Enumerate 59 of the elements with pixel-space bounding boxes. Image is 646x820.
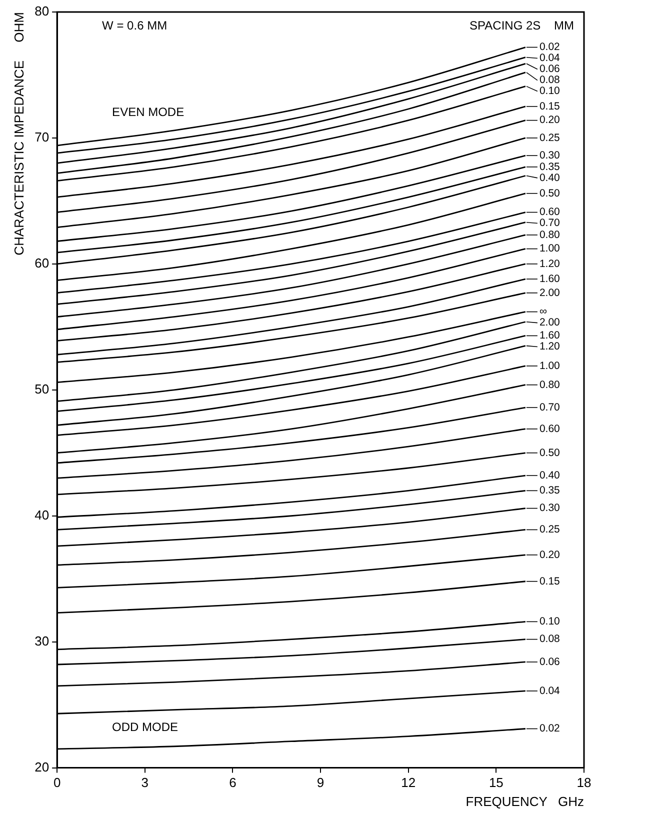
legend-label: 1.60 — [539, 272, 560, 285]
x-tick-label: 12 — [401, 775, 416, 790]
legend-label: 0.02 — [539, 41, 560, 54]
legend-label: 0.25 — [539, 524, 560, 536]
legend-label: 0.60 — [539, 206, 560, 218]
x-tick-label: 6 — [229, 775, 236, 790]
y-tick-label: 20 — [34, 759, 50, 774]
x-tick-label: 9 — [316, 775, 324, 790]
legend-label: 2.00 — [539, 316, 560, 329]
y-tick-label: 80 — [34, 4, 50, 19]
x-tick-label: 18 — [576, 775, 592, 790]
legend-label: 0.70 — [539, 217, 560, 230]
legend-label: 1.00 — [539, 360, 560, 372]
legend-label: 0.30 — [539, 502, 560, 514]
legend-label: 0.06 — [539, 656, 560, 668]
annotation: EVEN MODE — [112, 105, 184, 120]
legend-label: 0.80 — [539, 378, 560, 391]
legend-label: 0.15 — [539, 100, 560, 112]
legend-label: 0.04 — [539, 52, 560, 64]
legend-label: 1.60 — [539, 330, 560, 342]
annotation: W = 0.6 MM — [102, 18, 168, 32]
legend-label: 0.60 — [539, 422, 560, 435]
legend-label: 1.00 — [539, 242, 560, 255]
y-tick-label: 40 — [34, 507, 50, 522]
legend-label: 0.15 — [539, 575, 560, 588]
y-tick-label: 70 — [34, 130, 50, 145]
legend-label: 0.06 — [539, 63, 560, 76]
legend-label: ∞ — [539, 306, 548, 318]
y-tick-label: 30 — [34, 633, 50, 648]
legend-label: 0.35 — [539, 160, 560, 173]
legend-label: 0.35 — [539, 484, 560, 497]
legend-label: 0.50 — [539, 187, 560, 200]
x-tick-label: 3 — [141, 775, 148, 790]
y-tick-label: 60 — [34, 256, 50, 271]
legend-label: 0.20 — [539, 548, 560, 561]
legend-label: 2.00 — [539, 286, 560, 299]
legend-label: 0.25 — [539, 132, 560, 144]
x-tick-label: 15 — [488, 775, 504, 790]
legend-label: 0.50 — [539, 446, 560, 459]
legend-label: 0.04 — [539, 684, 560, 697]
legend-label: 0.80 — [539, 228, 560, 241]
legend-label: 0.70 — [539, 401, 560, 414]
y-tick-label: 50 — [34, 381, 50, 396]
legend-label: 0.20 — [539, 114, 560, 126]
legend-label: 0.10 — [539, 85, 560, 98]
legend-label: 0.40 — [539, 172, 560, 184]
annotation: ODD MODE — [112, 720, 178, 734]
legend-label: 0.08 — [539, 74, 560, 86]
x-tick-label: 0 — [53, 775, 61, 790]
x-axis-title: FREQUENCY GHz — [466, 794, 584, 809]
legend-label: 1.20 — [539, 258, 560, 270]
legend-label: 0.30 — [539, 149, 560, 162]
legend-label: 0.02 — [539, 722, 560, 735]
y-axis-title: CHARACTERISTIC IMPEDANCE OHM — [11, 12, 26, 256]
legend-label: 0.40 — [539, 469, 560, 482]
annotation: SPACING 2S MM — [470, 18, 574, 32]
legend-label: 1.20 — [539, 340, 560, 353]
legend-label: 0.08 — [539, 633, 560, 646]
legend-label: 0.10 — [539, 616, 560, 628]
